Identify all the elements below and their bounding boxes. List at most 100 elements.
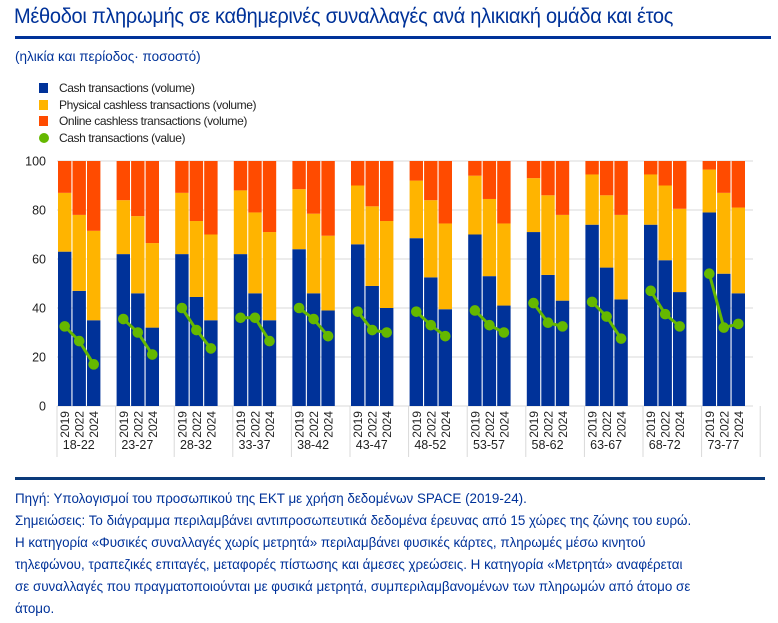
bar-segment-cash-volume bbox=[321, 310, 335, 406]
cash-value-marker bbox=[557, 321, 568, 332]
bars bbox=[58, 161, 745, 406]
bar-segment-physical-cashless bbox=[116, 200, 130, 255]
bar-segment-cash-volume bbox=[116, 254, 130, 406]
x-year-label: 2022 bbox=[483, 411, 497, 438]
legend-square-icon bbox=[39, 83, 48, 94]
x-year-label: 2024 bbox=[380, 411, 394, 438]
bar-segment-cash-volume bbox=[599, 267, 614, 406]
x-year-label: 2022 bbox=[542, 411, 556, 438]
bar-segment-online-cashless bbox=[555, 161, 570, 215]
legend-square-icon bbox=[39, 99, 48, 110]
bar-segment-physical-cashless bbox=[673, 208, 687, 293]
x-group-label: 43-47 bbox=[356, 438, 388, 452]
x-year-label: 2024 bbox=[146, 411, 160, 438]
bar-segment-cash-volume bbox=[306, 293, 321, 406]
x-year-label: 2019 bbox=[234, 411, 248, 438]
bar-segment-online-cashless bbox=[658, 161, 672, 186]
bar-segment-physical-cashless bbox=[175, 192, 189, 255]
x-year-label: 2022 bbox=[717, 411, 731, 438]
bar-segment-physical-cashless bbox=[145, 243, 159, 328]
x-year-label: 2019 bbox=[468, 411, 482, 438]
bar-segment-cash-volume bbox=[365, 285, 379, 406]
bar-segment-online-cashless bbox=[321, 161, 335, 236]
bar-segment-cash-volume bbox=[380, 308, 394, 406]
x-year-label: 2019 bbox=[175, 411, 189, 438]
notes-line: άτομο. bbox=[15, 601, 55, 616]
x-year-label: 2024 bbox=[439, 411, 453, 438]
bar-segment-online-cashless bbox=[468, 161, 482, 176]
y-tick-label: 100 bbox=[25, 155, 46, 169]
cash-value-marker bbox=[733, 318, 744, 330]
bar-segment-physical-cashless bbox=[72, 214, 86, 291]
legend-dot-icon bbox=[39, 132, 49, 143]
y-tick-label: 40 bbox=[32, 302, 46, 316]
cash-value-marker bbox=[615, 333, 627, 344]
x-year-label: 2024 bbox=[263, 411, 277, 438]
bar-segment-cash-volume bbox=[438, 309, 452, 406]
x-year-label: 2022 bbox=[366, 411, 380, 438]
bar-segment-cash-volume bbox=[292, 249, 306, 406]
cash-value-marker bbox=[366, 324, 378, 336]
bar-segment-cash-volume bbox=[614, 299, 628, 406]
bar-segment-physical-cashless bbox=[702, 169, 716, 213]
chart-subtitle: (ηλικία και περίοδος· ποσοστό) bbox=[15, 49, 201, 64]
legend-label: Online cashless transactions (volume) bbox=[59, 114, 247, 129]
cash-value-marker bbox=[704, 268, 715, 279]
bar-segment-cash-volume bbox=[702, 212, 716, 406]
x-year-label: 2024 bbox=[322, 411, 336, 438]
y-tick-label: 80 bbox=[32, 204, 46, 218]
y-tick-label: 60 bbox=[32, 253, 46, 267]
cash-value-marker bbox=[440, 330, 451, 342]
cash-value-marker bbox=[191, 324, 202, 336]
bar-segment-physical-cashless bbox=[541, 195, 555, 275]
x-year-label: 2022 bbox=[659, 411, 673, 438]
bar-segment-online-cashless bbox=[702, 161, 716, 170]
bar-segment-online-cashless bbox=[365, 161, 379, 207]
cash-value-marker bbox=[586, 296, 598, 308]
cash-value-marker bbox=[674, 321, 685, 332]
bar-segment-cash-volume bbox=[585, 224, 599, 406]
legend-label: Cash transactions (value) bbox=[59, 130, 186, 145]
bar-segment-cash-volume bbox=[233, 254, 248, 406]
bar-segment-cash-volume bbox=[731, 293, 745, 406]
bar-segment-physical-cashless bbox=[555, 214, 570, 301]
bar-segment-online-cashless bbox=[380, 161, 394, 222]
x-year-label: 2019 bbox=[293, 411, 307, 438]
bar-segment-online-cashless bbox=[614, 161, 628, 215]
bar-segment-cash-volume bbox=[145, 327, 159, 406]
cash-value-marker bbox=[425, 319, 437, 331]
bar-segment-physical-cashless bbox=[731, 207, 745, 294]
cash-value-marker bbox=[542, 317, 554, 328]
bar-segment-physical-cashless bbox=[365, 206, 379, 286]
x-group-label: 73-77 bbox=[707, 438, 739, 452]
cash-value-marker bbox=[659, 308, 671, 320]
bar-segment-online-cashless bbox=[248, 161, 262, 213]
bar-segment-physical-cashless bbox=[262, 232, 277, 321]
cash-value-marker bbox=[235, 312, 246, 324]
bar-segment-physical-cashless bbox=[380, 221, 394, 308]
bar-segment-online-cashless bbox=[497, 161, 511, 224]
cash-value-marker bbox=[308, 313, 319, 325]
bar-segment-cash-volume bbox=[497, 305, 511, 406]
bar-segment-online-cashless bbox=[351, 161, 365, 186]
x-year-label: 2022 bbox=[131, 411, 145, 438]
bar-segment-cash-volume bbox=[644, 224, 658, 406]
bar-segment-cash-volume bbox=[351, 244, 365, 406]
bar-segment-physical-cashless bbox=[306, 213, 321, 294]
bar-segment-online-cashless bbox=[541, 161, 555, 196]
bar-segment-online-cashless bbox=[731, 161, 745, 208]
x-group-label: 48-52 bbox=[414, 438, 446, 452]
bar-segment-physical-cashless bbox=[292, 189, 306, 250]
x-year-label: 2024 bbox=[615, 411, 629, 438]
bar-segment-cash-volume bbox=[409, 238, 423, 406]
bar-segment-online-cashless bbox=[292, 161, 306, 190]
x-group-label: 33-37 bbox=[239, 438, 271, 452]
bar-segment-physical-cashless bbox=[482, 198, 497, 277]
bar-segment-physical-cashless bbox=[351, 185, 365, 245]
bar-segment-physical-cashless bbox=[585, 174, 599, 225]
bar-segment-physical-cashless bbox=[248, 212, 262, 294]
notes-line: Η κατηγορία «Φυσικές συναλλαγές χωρίς με… bbox=[15, 535, 646, 550]
cash-value-marker bbox=[118, 313, 129, 325]
x-year-label: 2019 bbox=[644, 411, 658, 438]
bar-segment-physical-cashless bbox=[468, 175, 482, 235]
